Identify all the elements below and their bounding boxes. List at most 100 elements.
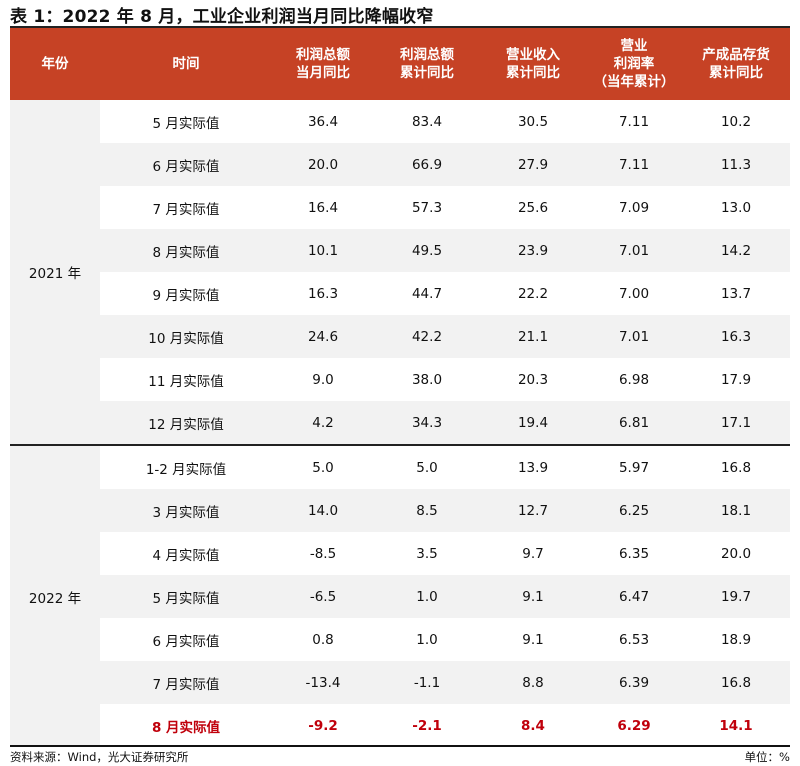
period-cell: 5 月实际值 bbox=[100, 100, 272, 143]
value-cell: 8.8 bbox=[480, 661, 586, 704]
value-cell: 66.9 bbox=[374, 143, 480, 186]
value-cell: 14.1 bbox=[682, 704, 790, 747]
table-row: 8 月实际值 10.1 49.5 23.9 7.01 14.2 bbox=[10, 229, 790, 272]
column-header-line: 累计同比 bbox=[506, 65, 560, 81]
period-cell: 8 月实际值 bbox=[100, 229, 272, 272]
value-cell: 6.98 bbox=[586, 358, 682, 401]
period-cell: 8 月实际值 bbox=[100, 704, 272, 747]
bottom-rule bbox=[10, 745, 790, 747]
table-row: 6 月实际值 0.8 1.0 9.1 6.53 18.9 bbox=[10, 618, 790, 661]
value-cell: 24.6 bbox=[272, 315, 374, 358]
value-cell: 13.7 bbox=[682, 272, 790, 315]
period-cell: 6 月实际值 bbox=[100, 143, 272, 186]
value-cell: 83.4 bbox=[374, 100, 480, 143]
value-cell: 7.11 bbox=[586, 100, 682, 143]
column-header-line: 利润率 bbox=[613, 56, 655, 72]
value-cell: 9.0 bbox=[272, 358, 374, 401]
table-row: 3 月实际值 14.0 8.5 12.7 6.25 18.1 bbox=[10, 489, 790, 532]
period-cell: 6 月实际值 bbox=[100, 618, 272, 661]
column-header-line: 累计同比 bbox=[709, 65, 763, 81]
column-header-line: 产成品存货 bbox=[702, 47, 770, 63]
value-cell: 49.5 bbox=[374, 229, 480, 272]
value-cell: 42.2 bbox=[374, 315, 480, 358]
value-cell: 9.1 bbox=[480, 575, 586, 618]
table-row: 5 月实际值 -6.5 1.0 9.1 6.47 19.7 bbox=[10, 575, 790, 618]
value-cell: 34.3 bbox=[374, 401, 480, 445]
value-cell: 6.29 bbox=[586, 704, 682, 747]
value-cell: 8.4 bbox=[480, 704, 586, 747]
value-cell: 30.5 bbox=[480, 100, 586, 143]
column-header: 利润总额 当月同比 bbox=[272, 28, 374, 100]
value-cell: 7.01 bbox=[586, 315, 682, 358]
value-cell: 20.0 bbox=[682, 532, 790, 575]
column-header-line: 营业 bbox=[620, 38, 648, 54]
value-cell: 1.0 bbox=[374, 575, 480, 618]
table-title: 表 1：2022 年 8 月，工业企业利润当月同比降幅收窄 bbox=[10, 7, 434, 27]
column-header-line: 时间 bbox=[172, 56, 200, 72]
value-cell: 7.00 bbox=[586, 272, 682, 315]
value-cell: 8.5 bbox=[374, 489, 480, 532]
table-row: 4 月实际值 -8.5 3.5 9.7 6.35 20.0 bbox=[10, 532, 790, 575]
value-cell: 14.0 bbox=[272, 489, 374, 532]
value-cell: 6.39 bbox=[586, 661, 682, 704]
value-cell: 27.9 bbox=[480, 143, 586, 186]
value-cell: 17.9 bbox=[682, 358, 790, 401]
column-header: 年份 bbox=[10, 28, 100, 100]
value-cell: 5.0 bbox=[374, 444, 480, 489]
value-cell: 11.3 bbox=[682, 143, 790, 186]
value-cell: -1.1 bbox=[374, 661, 480, 704]
value-cell: 6.53 bbox=[586, 618, 682, 661]
column-header: 产成品存货 累计同比 bbox=[682, 28, 790, 100]
top-rule bbox=[10, 26, 790, 28]
value-cell: 17.1 bbox=[682, 401, 790, 445]
year-cell: 2021 年 bbox=[10, 100, 100, 445]
value-cell: 1.0 bbox=[374, 618, 480, 661]
value-cell: 16.3 bbox=[682, 315, 790, 358]
value-cell: 36.4 bbox=[272, 100, 374, 143]
value-cell: -13.4 bbox=[272, 661, 374, 704]
table-row: 7 月实际值 16.4 57.3 25.6 7.09 13.0 bbox=[10, 186, 790, 229]
value-cell: 16.3 bbox=[272, 272, 374, 315]
value-cell: 18.1 bbox=[682, 489, 790, 532]
value-cell: 18.9 bbox=[682, 618, 790, 661]
value-cell: 22.2 bbox=[480, 272, 586, 315]
value-cell: 9.7 bbox=[480, 532, 586, 575]
value-cell: 7.09 bbox=[586, 186, 682, 229]
column-header-line: 营业收入 bbox=[506, 47, 560, 63]
value-cell: 13.0 bbox=[682, 186, 790, 229]
value-cell: 25.6 bbox=[480, 186, 586, 229]
value-cell: 6.25 bbox=[586, 489, 682, 532]
table-row: 6 月实际值 20.0 66.9 27.9 7.11 11.3 bbox=[10, 143, 790, 186]
period-cell: 10 月实际值 bbox=[100, 315, 272, 358]
column-header: 营业利润率 （当年累计） bbox=[586, 28, 682, 100]
value-cell: -9.2 bbox=[272, 704, 374, 747]
unit-note: 单位：% bbox=[744, 750, 790, 764]
table-row: 7 月实际值 -13.4 -1.1 8.8 6.39 16.8 bbox=[10, 661, 790, 704]
period-cell: 3 月实际值 bbox=[100, 489, 272, 532]
value-cell: 7.11 bbox=[586, 143, 682, 186]
value-cell: 4.2 bbox=[272, 401, 374, 445]
column-header: 时间 bbox=[100, 28, 272, 100]
value-cell: 16.8 bbox=[682, 661, 790, 704]
value-cell: 5.97 bbox=[586, 444, 682, 489]
value-cell: 7.01 bbox=[586, 229, 682, 272]
table-row: 9 月实际值 16.3 44.7 22.2 7.00 13.7 bbox=[10, 272, 790, 315]
value-cell: 0.8 bbox=[272, 618, 374, 661]
value-cell: 14.2 bbox=[682, 229, 790, 272]
value-cell: 20.0 bbox=[272, 143, 374, 186]
table-row: 12 月实际值 4.2 34.3 19.4 6.81 17.1 bbox=[10, 401, 790, 445]
column-header: 利润总额 累计同比 bbox=[374, 28, 480, 100]
column-header-line: （当年累计） bbox=[593, 74, 675, 90]
column-header-line: 年份 bbox=[41, 56, 69, 72]
value-cell: 19.7 bbox=[682, 575, 790, 618]
value-cell: 3.5 bbox=[374, 532, 480, 575]
value-cell: 6.35 bbox=[586, 532, 682, 575]
value-cell: 21.1 bbox=[480, 315, 586, 358]
period-cell: 9 月实际值 bbox=[100, 272, 272, 315]
column-header: 营业收入 累计同比 bbox=[480, 28, 586, 100]
table-row: 11 月实际值 9.0 38.0 20.3 6.98 17.9 bbox=[10, 358, 790, 401]
value-cell: 19.4 bbox=[480, 401, 586, 445]
value-cell: 57.3 bbox=[374, 186, 480, 229]
value-cell: 20.3 bbox=[480, 358, 586, 401]
